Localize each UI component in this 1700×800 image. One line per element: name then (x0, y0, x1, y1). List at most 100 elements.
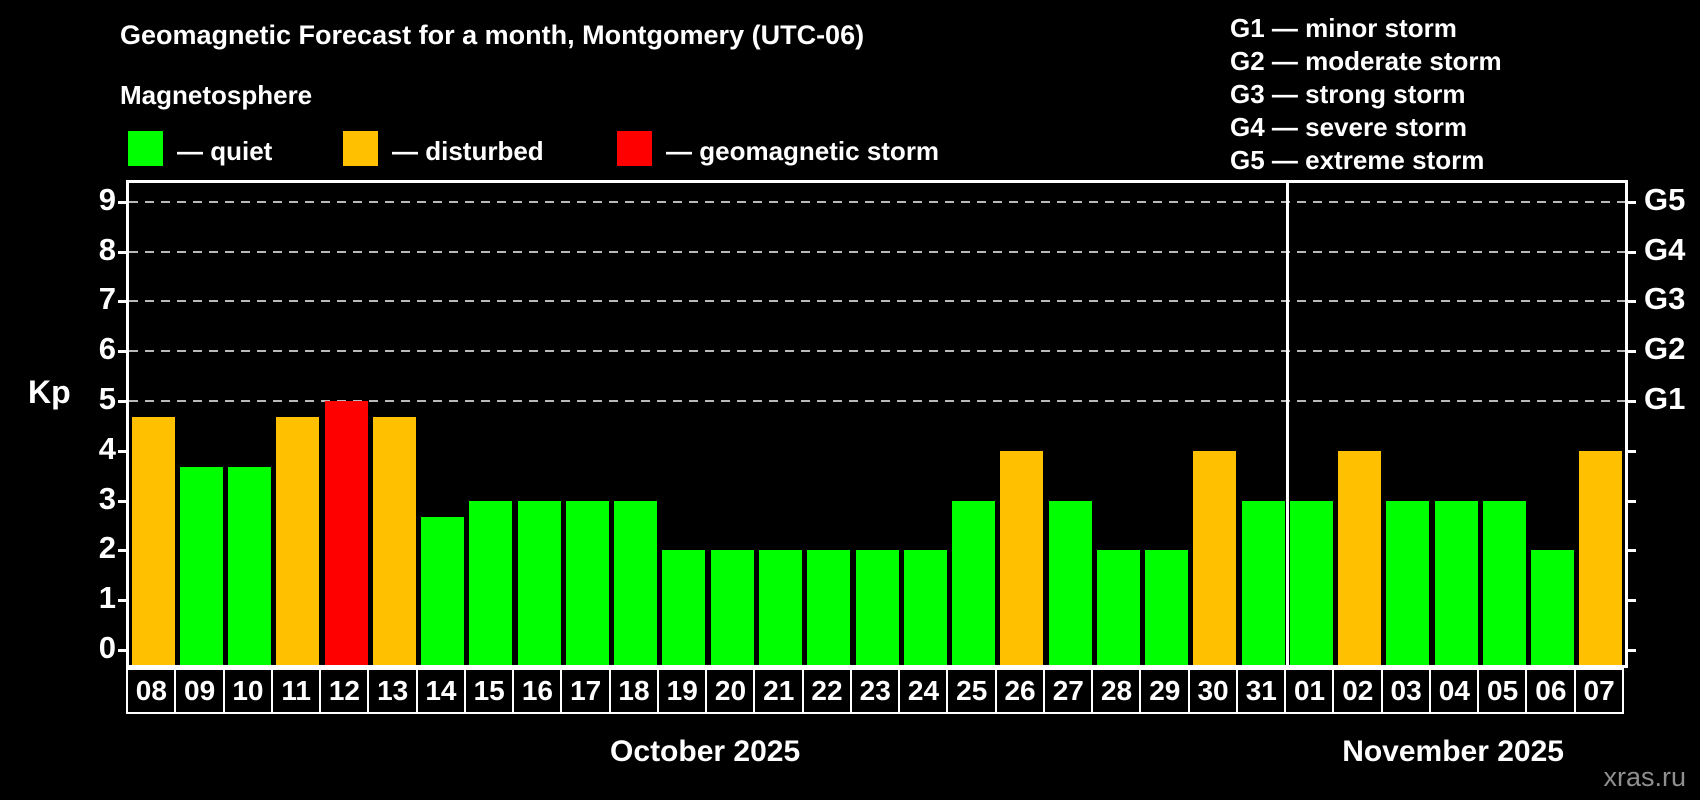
left-tick-kp8 (118, 250, 126, 254)
day-label-november-05: 05 (1477, 668, 1528, 714)
y-tick-label-9: 9 (98, 181, 116, 217)
day-label-october-22: 22 (801, 668, 853, 714)
y-tick-label-4: 4 (98, 430, 116, 466)
day-label-october-16: 16 (512, 668, 563, 714)
right-tick-kp7 (1628, 300, 1636, 304)
g-scale-label-g5: G5 (1644, 181, 1686, 217)
month-label-october: October 2025 (610, 735, 801, 768)
right-tick-kp2 (1628, 549, 1636, 553)
y-tick-label-7: 7 (98, 281, 116, 317)
day-label-october-25: 25 (946, 668, 998, 714)
bar-october-22 (807, 550, 851, 665)
y-tick-label-1: 1 (98, 580, 116, 616)
bar-october-19 (662, 550, 706, 665)
right-tick-kp3 (1628, 499, 1636, 503)
bar-november-04 (1434, 500, 1478, 665)
left-tick-kp9 (118, 200, 126, 204)
gridline-kp8 (129, 250, 1625, 253)
y-tick-label-6: 6 (98, 331, 116, 367)
day-label-october-15: 15 (463, 668, 515, 714)
bar-november-03 (1386, 500, 1430, 665)
watermark: xras.ru (1603, 762, 1686, 792)
day-label-october-17: 17 (560, 668, 612, 714)
legend-swatch-storm (617, 131, 652, 166)
bar-november-05 (1482, 500, 1526, 665)
bar-october-16 (517, 500, 561, 665)
day-label-october-10: 10 (222, 668, 274, 714)
storm-scale-legend: G1 — minor storm G2 — moderate storm G3 — … (1230, 12, 1502, 177)
g-scale-label-g4: G4 (1644, 231, 1686, 267)
day-label-october-27: 27 (1042, 668, 1094, 714)
bar-november-07 (1579, 450, 1623, 665)
day-label-october-29: 29 (1139, 668, 1191, 714)
month-separator-1 (1285, 183, 1289, 665)
left-tick-kp0 (118, 649, 126, 652)
day-label-october-26: 26 (994, 668, 1046, 714)
left-tick-kp3 (118, 499, 126, 503)
bar-october-14 (421, 517, 465, 665)
chart-subtitle: Magnetosphere (120, 80, 313, 110)
right-tick-kp5 (1628, 400, 1636, 403)
gridline-kp7 (129, 300, 1625, 303)
y-axis-title: Kp (28, 374, 71, 410)
day-label-november-07: 07 (1573, 668, 1625, 714)
day-label-november-03: 03 (1380, 668, 1432, 714)
legend-swatch-disturbed (343, 131, 378, 166)
bar-october-10 (228, 467, 272, 665)
y-tick-label-0: 0 (98, 630, 116, 665)
day-label-november-04: 04 (1428, 668, 1480, 714)
legend-label-storm: — geomagnetic storm (666, 136, 940, 166)
bar-october-25 (952, 500, 996, 665)
storm-scale-line-1: G1 — minor storm (1230, 13, 1457, 43)
day-label-october-19: 19 (656, 668, 708, 714)
bar-october-17 (565, 500, 609, 665)
month-label-november: November 2025 (1342, 735, 1564, 768)
y-tick-label-5: 5 (98, 381, 116, 416)
left-tick-kp2 (118, 549, 126, 553)
bar-october-12 (324, 401, 368, 665)
page-title: Geomagnetic Forecast for a month, Montgo… (120, 20, 865, 50)
bar-october-15 (469, 500, 513, 665)
storm-scale-line-5: G5 — extreme storm (1230, 145, 1485, 175)
bar-october-18 (614, 500, 658, 665)
gridline-kp6 (129, 350, 1625, 353)
bar-november-06 (1531, 550, 1575, 665)
g-scale-label-g2: G2 (1644, 331, 1686, 367)
bar-october-11 (276, 417, 320, 665)
bar-october-13 (372, 417, 416, 665)
bar-october-30 (1193, 450, 1237, 665)
day-label-october-11: 11 (270, 668, 322, 714)
bar-november-02 (1338, 450, 1382, 665)
day-label-november-01: 01 (1284, 668, 1335, 714)
left-tick-kp7 (118, 300, 126, 304)
storm-scale-line-4: G4 — severe storm (1230, 112, 1468, 142)
right-tick-kp4 (1628, 449, 1636, 453)
right-tick-kp8 (1628, 250, 1636, 254)
legend-swatch-quiet (128, 131, 163, 166)
day-label-october-30: 30 (1187, 668, 1239, 714)
left-tick-kp4 (118, 449, 126, 453)
day-label-october-28: 28 (1091, 668, 1142, 714)
gridline-kp9 (129, 200, 1625, 203)
day-label-november-02: 02 (1332, 668, 1384, 714)
day-label-october-23: 23 (849, 668, 901, 714)
right-tick-kp9 (1628, 200, 1636, 204)
g-scale-label-g3: G3 (1644, 281, 1686, 317)
day-label-october-12: 12 (319, 668, 370, 714)
y-tick-label-8: 8 (98, 231, 116, 267)
day-label-october-13: 13 (367, 668, 419, 714)
bar-october-27 (1048, 500, 1092, 665)
y-tick-label-3: 3 (98, 480, 116, 516)
bar-october-31 (1241, 500, 1285, 665)
day-label-october-08: 08 (126, 668, 177, 714)
day-label-october-31: 31 (1235, 668, 1287, 714)
day-label-october-24: 24 (898, 668, 949, 714)
bar-october-20 (710, 550, 754, 665)
legend-label-disturbed: — disturbed (392, 136, 544, 166)
bar-october-23 (855, 550, 899, 665)
day-label-october-09: 09 (174, 668, 225, 714)
storm-scale-line-3: G3 — strong storm (1230, 79, 1466, 109)
bar-october-29 (1145, 550, 1189, 665)
left-tick-kp5 (118, 400, 126, 403)
